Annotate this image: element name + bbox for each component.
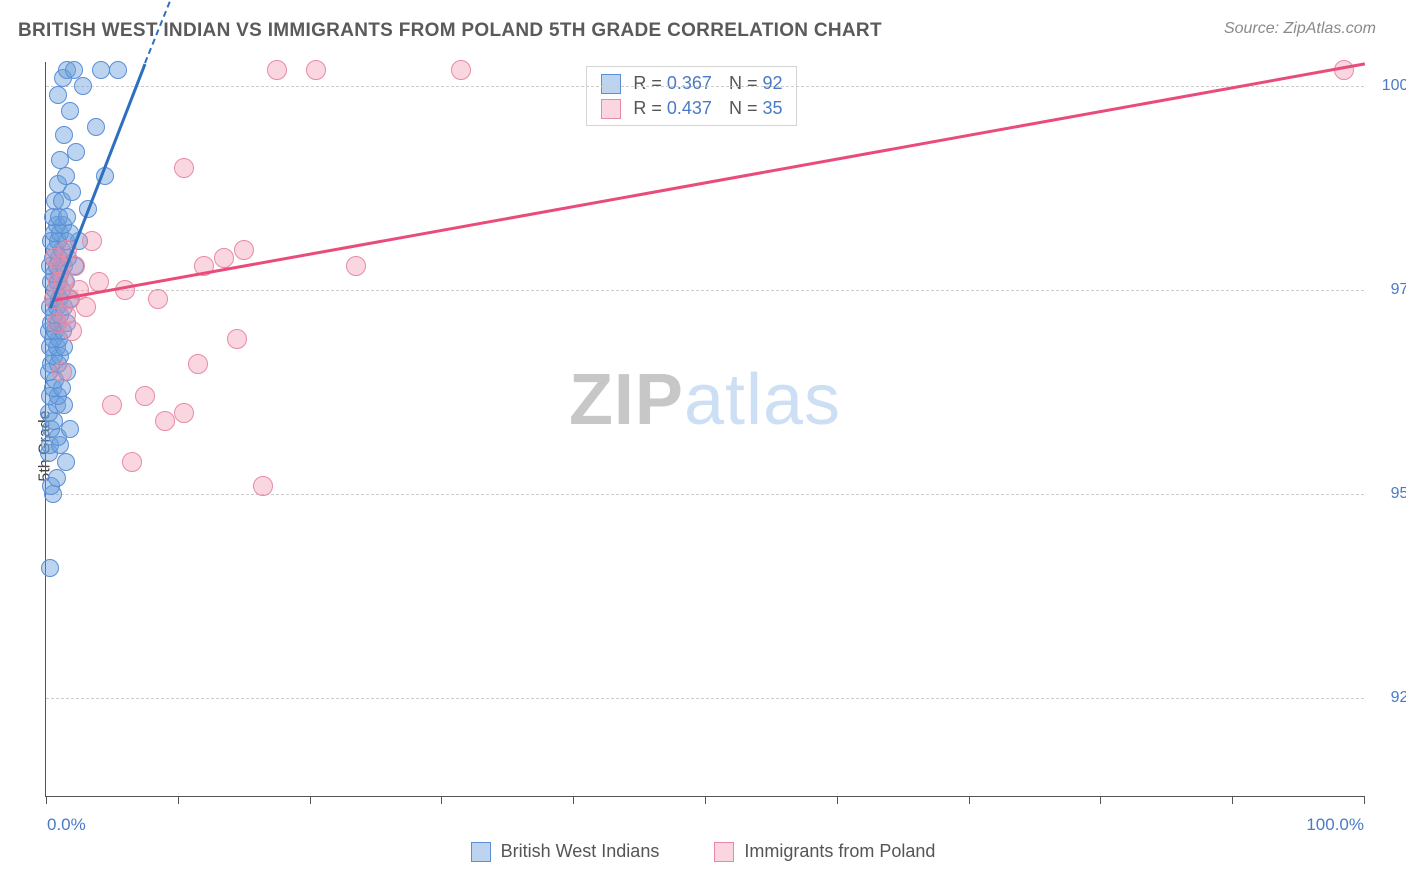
data-point-pink — [174, 158, 194, 178]
data-point-pink — [52, 362, 72, 382]
y-tick-label: 100.0% — [1371, 77, 1406, 95]
watermark: ZIPatlas — [569, 359, 841, 441]
data-point-pink — [102, 395, 122, 415]
legend-swatch-blue — [471, 842, 491, 862]
data-point-blue — [109, 61, 127, 79]
data-point-pink — [188, 354, 208, 374]
data-point-pink — [148, 289, 168, 309]
stats-row-pink: R = 0.437 N = 35 — [587, 96, 796, 121]
data-point-blue — [74, 77, 92, 95]
gridline — [46, 698, 1364, 699]
data-point-blue — [49, 86, 67, 104]
data-point-blue — [48, 469, 66, 487]
data-point-pink — [451, 60, 471, 80]
legend-label: British West Indians — [501, 841, 660, 862]
data-point-blue — [57, 453, 75, 471]
y-tick-label: 92.5% — [1371, 689, 1406, 707]
y-tick-label: 97.5% — [1371, 281, 1406, 299]
data-point-pink — [253, 476, 273, 496]
data-point-blue — [92, 61, 110, 79]
data-point-pink — [227, 329, 247, 349]
data-point-blue — [55, 126, 73, 144]
data-point-pink — [1334, 60, 1354, 80]
legend-swatch-pink — [714, 842, 734, 862]
x-tick — [1100, 796, 1101, 804]
stats-row-blue: R = 0.367 N = 92 — [587, 71, 796, 96]
legend-item-blue: British West Indians — [471, 841, 660, 862]
data-point-pink — [115, 280, 135, 300]
x-tick — [178, 796, 179, 804]
data-point-pink — [346, 256, 366, 276]
chart-title: BRITISH WEST INDIAN VS IMMIGRANTS FROM P… — [18, 20, 882, 42]
x-axis-max-label: 100.0% — [1306, 815, 1364, 835]
data-point-blue — [41, 559, 59, 577]
x-tick — [837, 796, 838, 804]
data-point-pink — [234, 240, 254, 260]
legend-label: Immigrants from Poland — [744, 841, 935, 862]
x-tick — [441, 796, 442, 804]
x-tick — [310, 796, 311, 804]
gridline — [46, 494, 1364, 495]
data-point-blue — [67, 143, 85, 161]
x-tick — [969, 796, 970, 804]
x-tick — [1364, 796, 1365, 804]
x-axis-min-label: 0.0% — [47, 815, 86, 835]
data-point-blue — [65, 61, 83, 79]
swatch-blue — [601, 74, 621, 94]
x-tick — [1232, 796, 1233, 804]
swatch-pink — [601, 99, 621, 119]
y-tick-label: 95.0% — [1371, 485, 1406, 503]
gridline — [46, 290, 1364, 291]
legend-item-pink: Immigrants from Poland — [714, 841, 935, 862]
data-point-blue — [87, 118, 105, 136]
x-tick — [573, 796, 574, 804]
data-point-pink — [135, 386, 155, 406]
correlation-stats-box: R = 0.367 N = 92 R = 0.437 N = 35 — [586, 66, 797, 126]
gridline — [46, 86, 1364, 87]
source-attribution: Source: ZipAtlas.com — [1224, 20, 1376, 38]
data-point-pink — [155, 411, 175, 431]
scatter-plot-area: ZIPatlas R = 0.367 N = 92 R = 0.437 N = … — [45, 62, 1364, 797]
data-point-pink — [267, 60, 287, 80]
x-tick — [705, 796, 706, 804]
data-point-blue — [61, 102, 79, 120]
x-tick — [46, 796, 47, 804]
data-point-blue — [58, 208, 76, 226]
data-point-pink — [174, 403, 194, 423]
legend: British West Indians Immigrants from Pol… — [0, 841, 1406, 862]
data-point-blue — [61, 420, 79, 438]
data-point-pink — [306, 60, 326, 80]
data-point-blue — [57, 167, 75, 185]
data-point-pink — [122, 452, 142, 472]
data-point-pink — [82, 231, 102, 251]
data-point-pink — [214, 248, 234, 268]
